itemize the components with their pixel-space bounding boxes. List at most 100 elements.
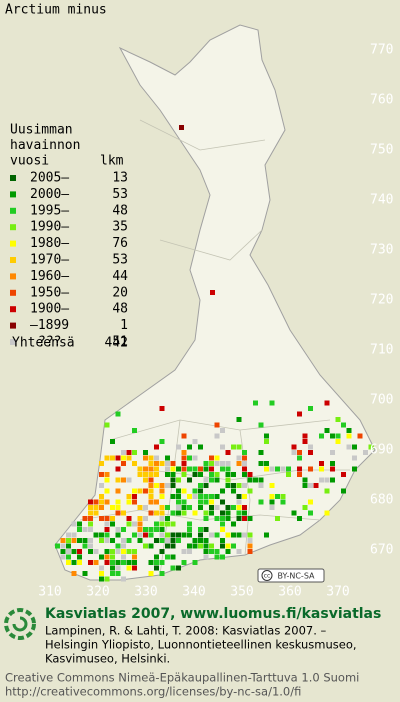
license-line: Creative Commons Nimeä-Epäkaupallinen-Ta… <box>5 671 359 685</box>
record-square <box>159 532 165 538</box>
record-square <box>324 477 330 483</box>
record-square <box>203 461 209 466</box>
record-square <box>148 488 154 494</box>
record-square <box>176 494 181 499</box>
record-square <box>187 455 192 461</box>
record-square <box>209 466 214 472</box>
record-square <box>159 406 165 411</box>
record-square <box>236 505 242 510</box>
record-square <box>115 560 121 565</box>
record-square <box>148 532 154 538</box>
record-square <box>77 549 82 554</box>
legend-count: 53 <box>112 253 128 268</box>
record-square <box>148 571 154 576</box>
record-square <box>220 527 225 532</box>
record-square <box>308 510 313 516</box>
record-square <box>99 483 104 488</box>
record-square <box>264 532 269 538</box>
record-square <box>302 477 308 483</box>
record-square <box>126 549 132 554</box>
record-square <box>308 466 313 472</box>
record-square <box>187 505 192 510</box>
record-square <box>176 499 181 505</box>
record-square <box>88 538 93 543</box>
record-square <box>220 428 225 433</box>
record-square <box>220 466 225 472</box>
record-square <box>192 466 198 472</box>
record-square <box>308 483 313 488</box>
record-square <box>302 439 308 444</box>
record-square <box>148 527 154 532</box>
record-square <box>88 510 93 516</box>
record-square <box>330 466 335 472</box>
record-square <box>319 433 324 439</box>
record-square <box>209 455 214 461</box>
record-square <box>77 521 82 527</box>
legend-swatch <box>10 339 16 345</box>
record-square <box>137 488 143 494</box>
record-square <box>231 483 236 488</box>
record-square <box>137 516 143 521</box>
record-square <box>192 538 198 543</box>
record-square <box>55 543 60 549</box>
y-tick-label: 700 <box>370 393 393 408</box>
record-square <box>115 527 121 532</box>
record-square <box>170 483 176 488</box>
record-square <box>198 538 203 543</box>
record-square <box>159 439 165 444</box>
record-square <box>104 521 110 527</box>
record-square <box>203 494 209 499</box>
record-square <box>242 450 247 455</box>
record-square <box>104 549 110 554</box>
record-square <box>368 444 374 450</box>
record-square <box>137 505 143 510</box>
record-square <box>165 538 170 543</box>
y-tick-label: 730 <box>370 243 393 258</box>
record-square <box>187 532 192 538</box>
record-square <box>88 505 93 510</box>
legend-swatch <box>10 289 16 296</box>
record-square <box>137 472 143 477</box>
record-square <box>143 488 148 494</box>
record-square <box>181 532 187 538</box>
record-square <box>137 532 143 538</box>
record-square <box>214 477 220 483</box>
legend-label: –1899 <box>30 318 69 333</box>
record-square <box>66 560 71 565</box>
record-square <box>231 521 236 527</box>
record-square <box>71 560 77 565</box>
record-square <box>110 549 115 554</box>
record-square <box>126 516 132 521</box>
record-square <box>220 510 225 516</box>
record-square <box>297 466 302 472</box>
record-square <box>192 543 198 549</box>
record-square <box>148 560 154 565</box>
record-square <box>258 477 264 483</box>
record-square <box>88 560 93 565</box>
record-square <box>269 466 275 472</box>
record-square <box>192 510 198 516</box>
record-square <box>242 505 247 510</box>
legend-label: 2005– <box>30 171 69 186</box>
record-square <box>258 450 264 455</box>
record-square <box>181 466 187 472</box>
legend-swatch <box>10 240 16 247</box>
legend-label: 1970– <box>30 253 69 268</box>
record-square <box>126 538 132 543</box>
record-square <box>132 560 137 565</box>
record-square <box>115 411 121 417</box>
record-square <box>214 532 220 538</box>
record-square <box>346 444 352 450</box>
record-square <box>165 472 170 477</box>
record-square <box>154 510 159 516</box>
record-square <box>220 521 225 527</box>
record-square <box>225 532 231 538</box>
record-square <box>236 516 242 521</box>
record-square <box>176 444 181 450</box>
record-square <box>192 455 198 461</box>
record-square <box>110 538 115 543</box>
record-square <box>104 538 110 543</box>
record-square <box>115 505 121 510</box>
record-square <box>137 527 143 532</box>
record-square <box>159 488 165 494</box>
